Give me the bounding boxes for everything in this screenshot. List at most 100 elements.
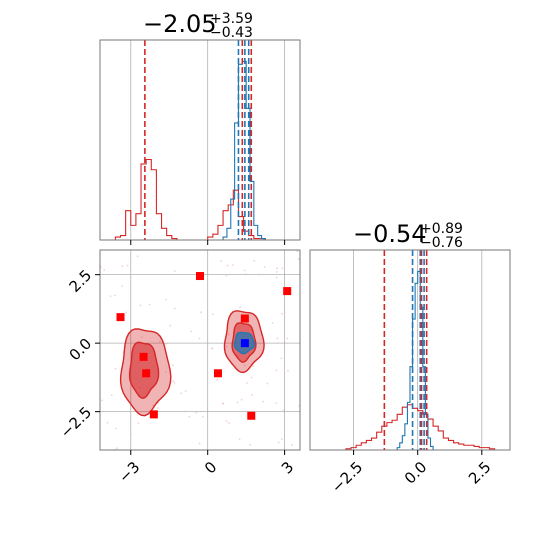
faint-sample-point	[271, 322, 274, 324]
faint-sample-point	[297, 258, 300, 261]
faint-sample-point	[276, 337, 279, 340]
faint-sample-point	[281, 312, 283, 315]
faint-sample-point	[126, 264, 129, 267]
faint-sample-point	[125, 311, 128, 314]
faint-sample-point	[290, 444, 293, 446]
title-param2-minus: −0.76	[420, 235, 463, 251]
marginal-2-frame	[309, 249, 511, 451]
joint-points	[116, 272, 292, 420]
marginal-2-quantile-lines	[383, 250, 428, 450]
faint-sample-point	[252, 365, 254, 367]
faint-sample-point	[228, 422, 230, 424]
faint-sample-point	[249, 443, 252, 446]
faint-sample-point	[220, 259, 222, 262]
faint-sample-point	[110, 394, 113, 397]
faint-sample-point	[225, 274, 228, 277]
faint-sample-point	[212, 313, 214, 316]
faint-sample-point	[198, 337, 201, 340]
title-param1-value: −2.05	[143, 10, 217, 38]
red-marker-4	[196, 272, 204, 281]
faint-sample-point	[173, 270, 176, 273]
marginal-1-frame	[99, 39, 301, 241]
faint-sample-point	[152, 404, 155, 407]
faint-sample-point	[106, 421, 109, 424]
title-param2-plus: +0.89	[420, 221, 463, 237]
marginal-2-blue-histogram	[396, 270, 434, 450]
faint-sample-point	[236, 401, 239, 404]
faint-sample-point	[277, 441, 280, 444]
faint-sample-point	[211, 347, 214, 350]
faint-sample-point	[251, 394, 254, 396]
faint-sample-point	[280, 438, 283, 440]
marginal-1-quantile-lines	[144, 40, 253, 240]
faint-sample-point	[101, 399, 103, 402]
faint-sample-point	[190, 330, 193, 333]
faint-sample-point	[171, 364, 174, 367]
faint-sample-point	[280, 357, 283, 360]
faint-sample-point	[296, 250, 298, 253]
red-marker-5	[213, 369, 222, 378]
faint-sample-point	[200, 311, 202, 314]
faint-sample-point	[226, 264, 229, 267]
faint-sample-point	[258, 273, 260, 276]
faint-sample-point	[281, 267, 284, 270]
faint-sample-point	[172, 380, 174, 383]
faint-sample-point	[231, 264, 234, 267]
marginal-2-red-histogram	[345, 404, 496, 450]
faint-sample-point	[275, 369, 278, 372]
marginal-1-tick-marks	[130, 240, 286, 245]
faint-sample-point	[243, 269, 246, 272]
title-param1: −2.05 +3.59 −0.43	[143, 10, 253, 41]
joint-panel	[95, 249, 301, 455]
red-marker-6	[240, 314, 249, 323]
faint-sample-point	[198, 442, 201, 445]
red-marker-8	[283, 287, 292, 296]
faint-sample-point	[244, 273, 247, 276]
red-marker-7	[247, 411, 256, 420]
faint-sample-point	[244, 364, 246, 367]
faint-sample-point	[250, 376, 253, 379]
faint-sample-point	[115, 427, 117, 430]
faint-sample-point	[121, 265, 123, 268]
red-marker-1	[139, 352, 148, 361]
faint-sample-point	[222, 402, 225, 405]
faint-sample-point	[275, 402, 278, 404]
marginal-2-blue-hist-step	[396, 270, 434, 450]
faint-sample-point	[137, 422, 140, 425]
faint-sample-point	[275, 276, 278, 279]
faint-sample-point	[282, 409, 285, 411]
faint-sample-point	[103, 269, 106, 271]
red-marker-3	[149, 410, 158, 419]
faint-sample-point	[184, 390, 187, 392]
faint-sample-point	[276, 270, 278, 273]
faint-sample-point	[180, 392, 183, 395]
faint-sample-point	[238, 438, 241, 441]
faint-sample-point	[225, 345, 228, 348]
marginal-panel-1	[99, 39, 301, 245]
faint-sample-point	[165, 370, 168, 373]
faint-sample-point	[114, 294, 116, 297]
faint-sample-point	[156, 406, 159, 409]
faint-sample-point	[246, 382, 248, 384]
joint-frame	[99, 249, 301, 451]
faint-sample-point	[148, 303, 151, 306]
faint-sample-point	[286, 337, 289, 340]
marginal-panel-2	[309, 249, 511, 455]
faint-sample-point	[263, 266, 266, 268]
faint-sample-point	[225, 420, 228, 423]
marginal-2-red-hist-step	[345, 404, 496, 450]
faint-sample-point	[139, 304, 142, 307]
marginal-2-tick-marks	[353, 450, 483, 455]
faint-sample-point	[109, 295, 112, 298]
faint-sample-point	[129, 433, 132, 436]
title-param2: −0.54 +0.89 −0.76	[353, 220, 463, 251]
faint-sample-point	[169, 324, 172, 327]
faint-sample-point	[262, 400, 265, 403]
faint-sample-point	[195, 411, 198, 414]
faint-sample-point	[216, 378, 219, 381]
red-marker-2	[142, 369, 151, 378]
faint-sample-point	[165, 342, 168, 345]
faint-sample-point	[239, 306, 242, 309]
marginal-1-grid	[130, 40, 286, 240]
joint-tick-marks	[95, 274, 286, 455]
